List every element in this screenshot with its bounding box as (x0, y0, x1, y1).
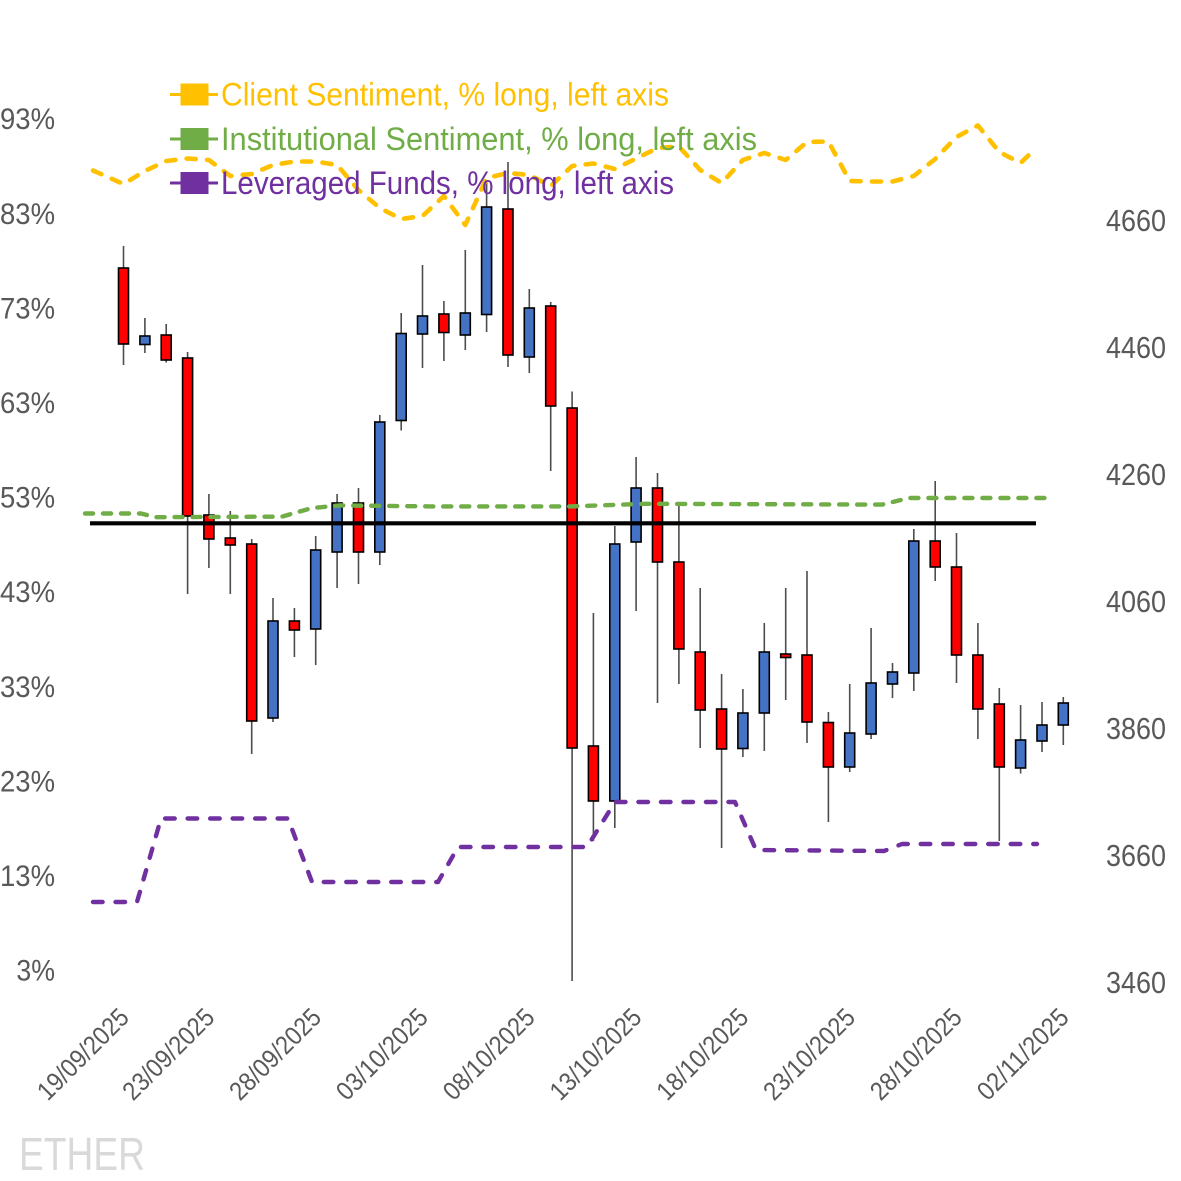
svg-text:Client Sentiment, % long, left: Client Sentiment, % long, left axis (221, 77, 669, 113)
svg-text:Leveraged Funds, % long, left: Leveraged Funds, % long, left axis (221, 165, 674, 201)
svg-text:63%: 63% (0, 387, 55, 420)
svg-text:43%: 43% (0, 576, 55, 609)
svg-text:3%: 3% (16, 955, 55, 988)
svg-text:Institutional Sentiment, % lon: Institutional Sentiment, % long, left ax… (221, 121, 757, 157)
svg-text:53%: 53% (0, 482, 55, 515)
svg-text:23%: 23% (0, 765, 55, 798)
svg-text:83%: 83% (0, 198, 55, 231)
svg-text:4660: 4660 (1106, 203, 1166, 238)
svg-text:ETHER: ETHER (19, 1128, 145, 1180)
svg-text:93%: 93% (0, 103, 55, 136)
svg-text:3860: 3860 (1106, 711, 1166, 746)
svg-text:4260: 4260 (1106, 457, 1166, 492)
svg-text:13%: 13% (0, 860, 55, 893)
svg-text:73%: 73% (0, 292, 55, 325)
svg-text:4060: 4060 (1106, 584, 1166, 619)
svg-text:3660: 3660 (1106, 838, 1166, 873)
svg-text:33%: 33% (0, 671, 55, 704)
svg-text:3460: 3460 (1106, 965, 1166, 1000)
svg-text:4460: 4460 (1106, 330, 1166, 365)
